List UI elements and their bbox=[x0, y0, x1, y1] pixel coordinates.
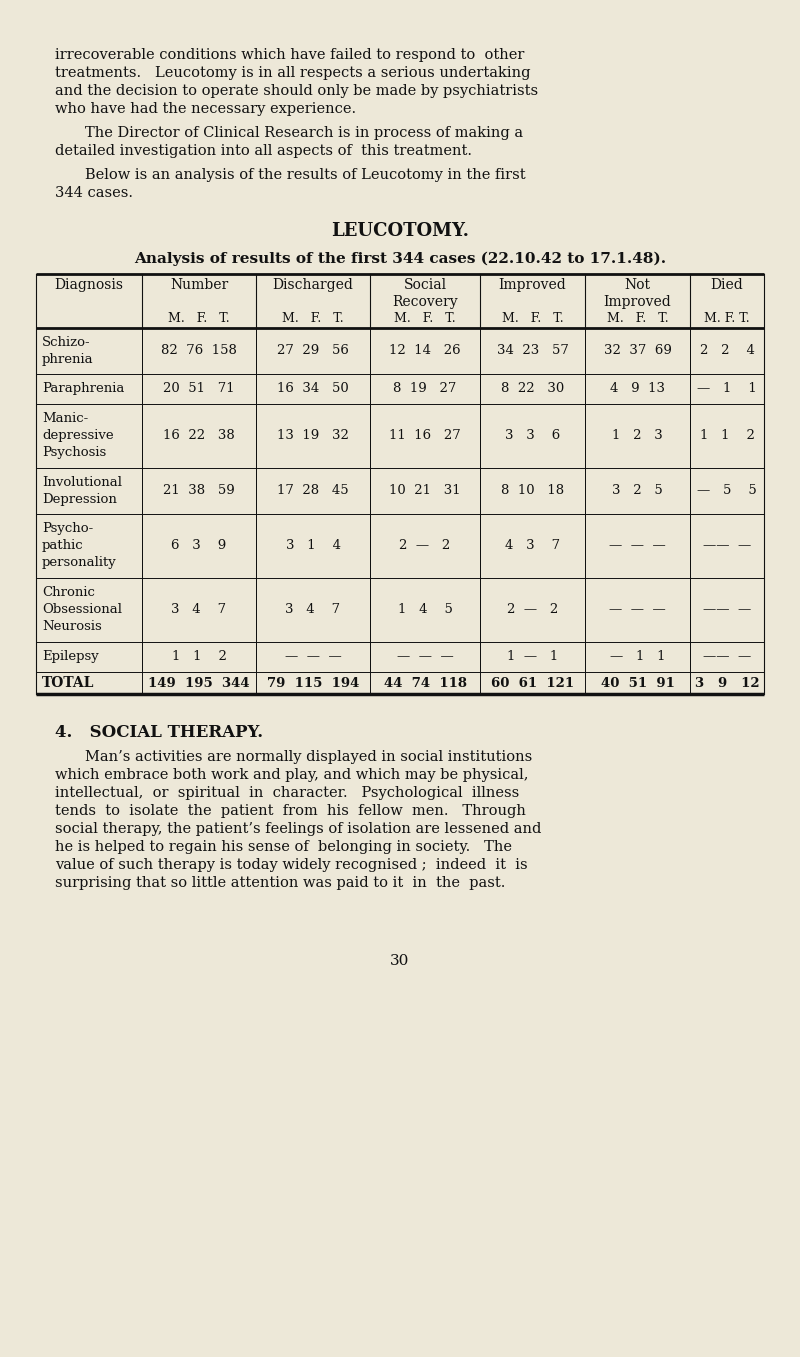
Text: treatments.   Leucotomy is in all respects a serious undertaking: treatments. Leucotomy is in all respects… bbox=[55, 66, 530, 80]
Text: M.   F.   T.: M. F. T. bbox=[394, 312, 456, 324]
Text: 8  10   18: 8 10 18 bbox=[501, 484, 564, 497]
Text: 1   1    2: 1 1 2 bbox=[699, 429, 754, 442]
Text: LEUCOTOMY.: LEUCOTOMY. bbox=[331, 223, 469, 240]
Text: M.   F.   T.: M. F. T. bbox=[168, 312, 230, 324]
Text: M.   F.   T.: M. F. T. bbox=[606, 312, 668, 324]
Text: 3   1    4: 3 1 4 bbox=[286, 539, 341, 552]
Text: Psycho-
pathic
personality: Psycho- pathic personality bbox=[42, 522, 117, 569]
Text: 60  61  121: 60 61 121 bbox=[491, 677, 574, 689]
Text: Analysis of results of the first 344 cases (22.10.42 to 17.1.48).: Analysis of results of the first 344 cas… bbox=[134, 252, 666, 266]
Text: 4   3    7: 4 3 7 bbox=[505, 539, 560, 552]
Text: Epilepsy: Epilepsy bbox=[42, 650, 98, 664]
Text: The Director of Clinical Research is in process of making a: The Director of Clinical Research is in … bbox=[85, 126, 523, 140]
Text: Man’s activities are normally displayed in social institutions: Man’s activities are normally displayed … bbox=[85, 750, 532, 764]
Text: M. F. T.: M. F. T. bbox=[704, 312, 750, 324]
Text: 2  —   2: 2 — 2 bbox=[507, 603, 558, 616]
Text: 2  —   2: 2 — 2 bbox=[399, 539, 450, 552]
Text: 1   2   3: 1 2 3 bbox=[612, 429, 663, 442]
Text: intellectual,  or  spiritual  in  character.   Psychological  illness: intellectual, or spiritual in character.… bbox=[55, 786, 519, 801]
Text: 16  22   38: 16 22 38 bbox=[163, 429, 235, 442]
Text: 344 cases.: 344 cases. bbox=[55, 186, 133, 199]
Text: which embrace both work and play, and which may be physical,: which embrace both work and play, and wh… bbox=[55, 768, 529, 782]
Text: detailed investigation into all aspects of  this treatment.: detailed investigation into all aspects … bbox=[55, 144, 472, 157]
Text: ——  —: —— — bbox=[703, 650, 751, 664]
Text: 27  29   56: 27 29 56 bbox=[277, 345, 349, 357]
Text: 4   9  13: 4 9 13 bbox=[610, 383, 665, 395]
Text: Below is an analysis of the results of Leucotomy in the first: Below is an analysis of the results of L… bbox=[85, 168, 526, 182]
Text: Social
Recovery: Social Recovery bbox=[392, 278, 458, 309]
Text: 40  51  91: 40 51 91 bbox=[601, 677, 674, 689]
Text: ——  —: —— — bbox=[703, 539, 751, 552]
Text: 44  74  118: 44 74 118 bbox=[383, 677, 466, 689]
Text: 34  23   57: 34 23 57 bbox=[497, 345, 569, 357]
Text: 3   4    7: 3 4 7 bbox=[171, 603, 226, 616]
Text: irrecoverable conditions which have failed to respond to  other: irrecoverable conditions which have fail… bbox=[55, 47, 524, 62]
Text: Died: Died bbox=[710, 278, 743, 292]
Text: value of such therapy is today widely recognised ;  indeed  it  is: value of such therapy is today widely re… bbox=[55, 858, 528, 873]
Text: 1   4    5: 1 4 5 bbox=[398, 603, 453, 616]
Text: social therapy, the patient’s feelings of isolation are lessened and: social therapy, the patient’s feelings o… bbox=[55, 822, 542, 836]
Text: 3   4    7: 3 4 7 bbox=[286, 603, 341, 616]
Text: M.   F.   T.: M. F. T. bbox=[502, 312, 563, 324]
Text: —  —  —: — — — bbox=[285, 650, 342, 664]
Text: 12  14   26: 12 14 26 bbox=[389, 345, 461, 357]
Text: Not
Improved: Not Improved bbox=[603, 278, 671, 309]
Text: 17  28   45: 17 28 45 bbox=[277, 484, 349, 497]
Text: —  —  —: — — — bbox=[397, 650, 454, 664]
Text: 11  16   27: 11 16 27 bbox=[389, 429, 461, 442]
Text: 8  19   27: 8 19 27 bbox=[394, 383, 457, 395]
Text: 10  21   31: 10 21 31 bbox=[389, 484, 461, 497]
Text: 30: 30 bbox=[390, 954, 410, 968]
Text: 2   2    4: 2 2 4 bbox=[699, 345, 754, 357]
Text: M.   F.   T.: M. F. T. bbox=[282, 312, 344, 324]
Text: Improved: Improved bbox=[498, 278, 566, 292]
Text: Manic-
depressive
Psychosis: Manic- depressive Psychosis bbox=[42, 413, 114, 459]
Text: —  —  —: — — — bbox=[609, 539, 666, 552]
Text: 20  51   71: 20 51 71 bbox=[163, 383, 235, 395]
Text: —   1    1: — 1 1 bbox=[697, 383, 757, 395]
Text: Involutional
Depression: Involutional Depression bbox=[42, 476, 122, 506]
Text: 6   3    9: 6 3 9 bbox=[171, 539, 226, 552]
Text: 3   3    6: 3 3 6 bbox=[505, 429, 560, 442]
Text: 32  37  69: 32 37 69 bbox=[603, 345, 671, 357]
Text: Diagnosis: Diagnosis bbox=[54, 278, 123, 292]
Text: tends  to  isolate  the  patient  from  his  fellow  men.   Through: tends to isolate the patient from his fe… bbox=[55, 803, 526, 818]
Text: who have had the necessary experience.: who have had the necessary experience. bbox=[55, 102, 356, 115]
Text: Schizo-
phrenia: Schizo- phrenia bbox=[42, 337, 94, 366]
Text: Paraphrenia: Paraphrenia bbox=[42, 383, 124, 395]
Text: 1   1    2: 1 1 2 bbox=[171, 650, 226, 664]
Text: —  —  —: — — — bbox=[609, 603, 666, 616]
Text: —   1   1: — 1 1 bbox=[610, 650, 666, 664]
Text: and the decision to operate should only be made by psychiatrists: and the decision to operate should only … bbox=[55, 84, 538, 98]
Text: he is helped to regain his sense of  belonging in society.   The: he is helped to regain his sense of belo… bbox=[55, 840, 512, 854]
Text: 13  19   32: 13 19 32 bbox=[277, 429, 349, 442]
Text: 4.   SOCIAL THERAPY.: 4. SOCIAL THERAPY. bbox=[55, 725, 263, 741]
Text: Chronic
Obsessional
Neurosis: Chronic Obsessional Neurosis bbox=[42, 586, 122, 632]
Text: —   5    5: — 5 5 bbox=[697, 484, 757, 497]
Text: 21  38   59: 21 38 59 bbox=[163, 484, 235, 497]
Text: 8  22   30: 8 22 30 bbox=[501, 383, 564, 395]
Text: 1  —   1: 1 — 1 bbox=[507, 650, 558, 664]
Text: Discharged: Discharged bbox=[273, 278, 354, 292]
Text: 79  115  194: 79 115 194 bbox=[267, 677, 359, 689]
Text: 3   2   5: 3 2 5 bbox=[612, 484, 663, 497]
Text: 3   9   12: 3 9 12 bbox=[694, 677, 759, 689]
Text: 82  76  158: 82 76 158 bbox=[161, 345, 237, 357]
Text: 149  195  344: 149 195 344 bbox=[148, 677, 250, 689]
Text: 16  34   50: 16 34 50 bbox=[277, 383, 349, 395]
Text: Number: Number bbox=[170, 278, 228, 292]
Text: ——  —: —— — bbox=[703, 603, 751, 616]
Text: surprising that so little attention was paid to it  in  the  past.: surprising that so little attention was … bbox=[55, 877, 506, 890]
Text: TOTAL: TOTAL bbox=[42, 676, 94, 689]
